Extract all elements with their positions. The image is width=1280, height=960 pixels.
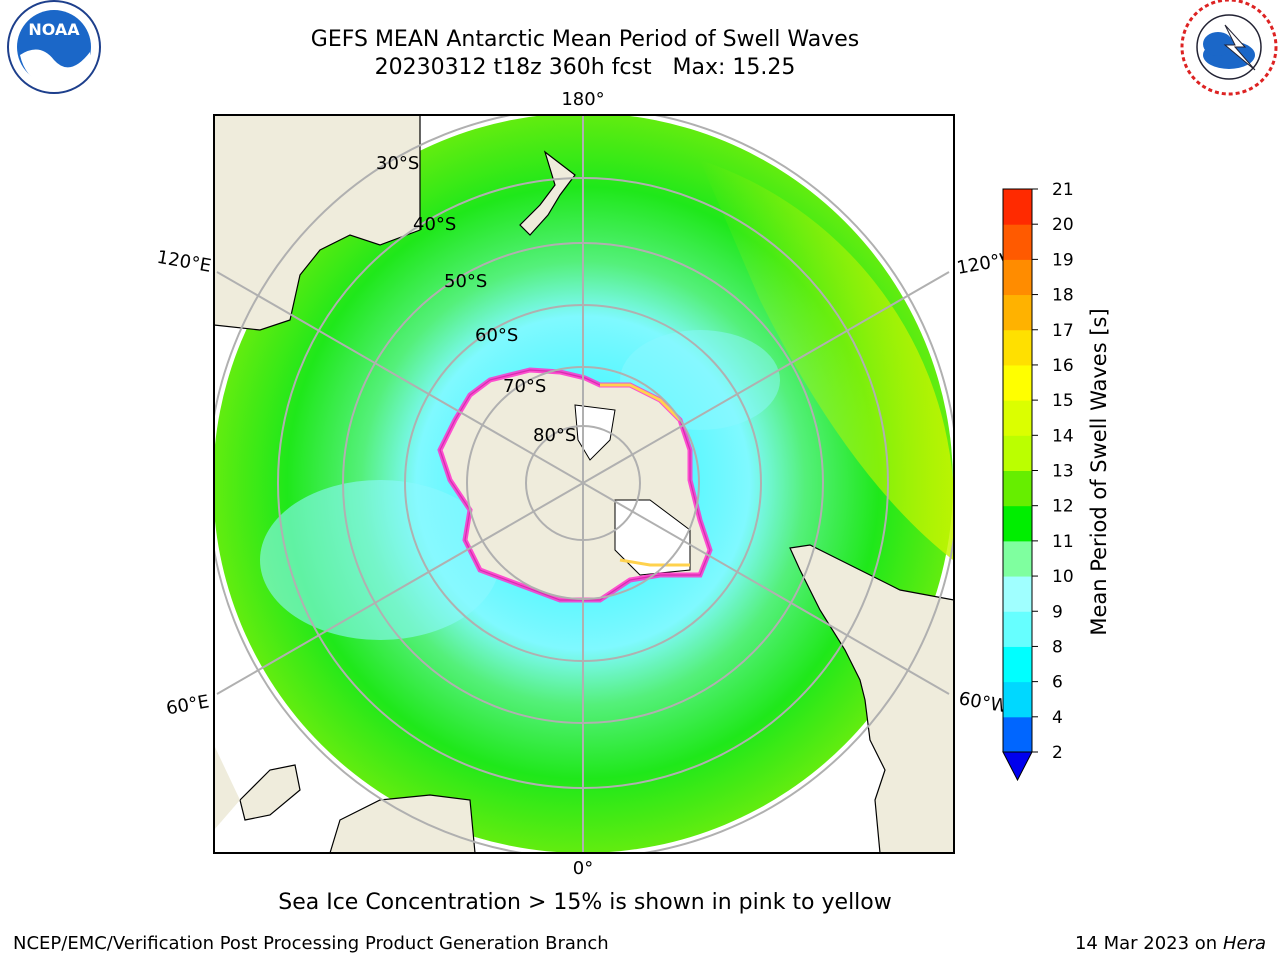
sea-ice-note: Sea Ice Concentration > 15% is shown in … <box>278 890 892 915</box>
colorbar-tick-label: 14 <box>1052 426 1074 446</box>
ocean-high-period-zone <box>700 160 953 560</box>
colorbar-tick-label: 13 <box>1052 462 1074 482</box>
colorbar-segment <box>1003 611 1032 647</box>
colorbar-segment <box>1003 540 1032 577</box>
lat-label-70s: 70°S <box>503 376 546 397</box>
colorbar-segment <box>1003 576 1032 612</box>
colorbar-segment <box>1003 681 1032 718</box>
colorbar-tick-label: 6 <box>1052 673 1063 693</box>
map-frame <box>213 114 955 854</box>
colorbar-segment <box>1003 470 1032 507</box>
colorbar-tick-label: 19 <box>1052 250 1074 270</box>
ocean-low-period-zone <box>260 480 500 640</box>
lon-label-60e: 60°E <box>165 691 211 719</box>
colorbar-segment <box>1003 329 1032 366</box>
colorbar-segment <box>1003 435 1032 471</box>
colorbar-tick-label: 16 <box>1052 356 1074 376</box>
colorbar-tick-label: 15 <box>1052 391 1074 411</box>
lat-label-50s: 50°S <box>444 271 487 292</box>
noaa-logo-text: NOAA <box>28 20 80 39</box>
lat-label-30s: 30°S <box>376 153 419 174</box>
colorbar: 2 4 6 8 9 10 11 12 13 14 15 16 17 18 19 20 21 <box>1002 180 1074 782</box>
colorbar-tick-label: 11 <box>1052 532 1074 552</box>
colorbar-segment <box>1003 400 1032 436</box>
lon-label-0: 0° <box>573 858 593 879</box>
noaa-logo: NOAA <box>7 0 101 94</box>
colorbar-tick-label: 2 <box>1052 743 1063 763</box>
australia-land <box>214 115 421 331</box>
colorbar-tick-label: 20 <box>1052 215 1074 235</box>
sea-ice-thick <box>600 383 682 422</box>
colorbar-segment <box>1003 505 1032 542</box>
colorbar-tick-label: 12 <box>1052 497 1074 517</box>
ross-ice-shelf <box>574 404 616 461</box>
lat-label-40s: 40°S <box>413 214 456 235</box>
lat-label-60s: 60°S <box>475 325 518 346</box>
colorbar-tick-label: 9 <box>1052 602 1063 622</box>
colorbar-segment <box>1003 716 1032 753</box>
africa-land <box>329 794 476 853</box>
footer-date: 14 Mar 2023 on Hera <box>1075 933 1266 954</box>
footer-date-text: 14 Mar 2023 on <box>1074 933 1218 954</box>
new-zealand-land <box>519 150 576 236</box>
colorbar-tick-label: 10 <box>1052 567 1074 587</box>
colorbar-segment <box>1003 259 1032 296</box>
footer-machine: Hera <box>1222 933 1266 954</box>
colorbar-label: Mean Period of Swell Waves [s] <box>1087 308 1111 635</box>
colorbar-tick-label: 8 <box>1052 637 1063 657</box>
colorbar-tick-label: 21 <box>1052 180 1074 200</box>
colorbar-tick-label: 4 <box>1052 708 1063 728</box>
colorbar-extend-arrow <box>1002 751 1033 782</box>
footer-credit: NCEP/EMC/Verification Post Processing Pr… <box>13 933 609 954</box>
chart-subtitle: 20230312 t18z 360h fcst Max: 15.25 <box>374 55 796 80</box>
nws-logo <box>1180 0 1278 96</box>
atlantic-corner-land <box>214 745 240 830</box>
weddell-ice-shelf <box>614 499 691 576</box>
colorbar-tick-label: 17 <box>1052 321 1074 341</box>
lon-label-60w: 60°W <box>957 688 1010 717</box>
colorbar-segment <box>1003 189 1032 225</box>
graticule <box>214 115 954 853</box>
madagascar-land <box>239 764 301 821</box>
colorbar-segment <box>1003 646 1032 683</box>
colorbar-segment <box>1003 224 1032 260</box>
lon-label-180: 180° <box>561 89 604 110</box>
sea-ice-thick <box>619 558 690 567</box>
chart-title: GEFS MEAN Antarctic Mean Period of Swell… <box>310 27 860 52</box>
colorbar-segment <box>1003 294 1032 331</box>
south-america-land <box>789 544 954 853</box>
colorbar-tick-label: 18 <box>1052 286 1074 306</box>
colorbar-segment <box>1003 364 1032 401</box>
lon-label-120e: 120°E <box>155 247 213 277</box>
lat-label-80s: 80°S <box>533 425 576 446</box>
